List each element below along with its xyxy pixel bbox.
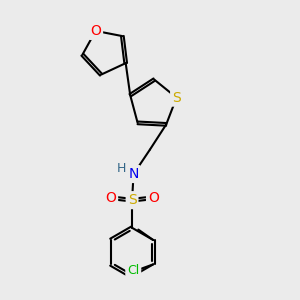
Text: O: O [148,191,159,205]
Text: S: S [172,91,181,105]
Text: Cl: Cl [127,264,140,278]
Text: S: S [128,193,136,207]
Text: H: H [116,162,126,175]
Text: N: N [128,167,139,181]
Text: O: O [90,24,101,38]
Text: O: O [105,191,116,205]
